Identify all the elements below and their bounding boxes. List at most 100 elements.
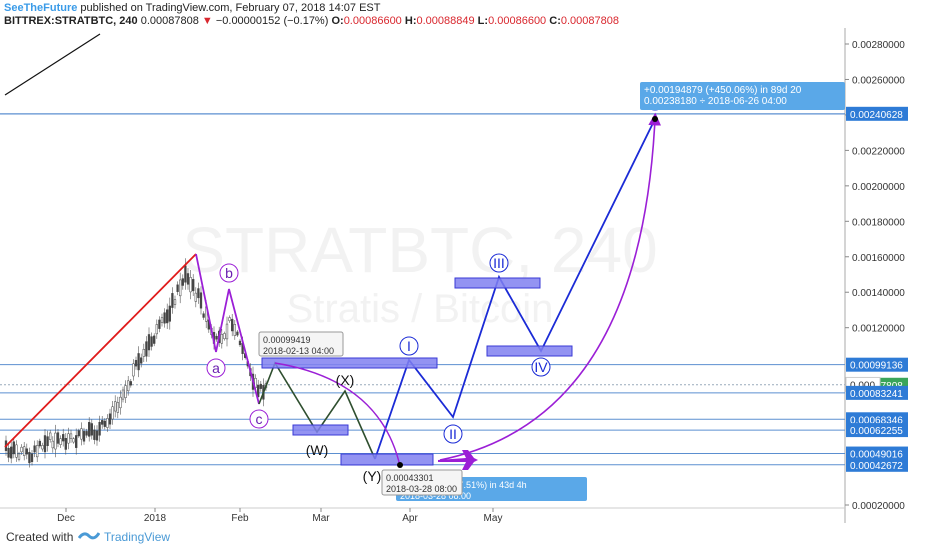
wave-label: IV: [534, 359, 548, 375]
candle-body: [238, 340, 242, 346]
candle-body: [158, 319, 161, 329]
candle-body: [116, 402, 119, 413]
top-price-note-bg: [258, 331, 344, 357]
candle-body: [194, 292, 197, 302]
price-label-bg: [846, 446, 908, 461]
publish-line: SeeTheFuture published on TradingView.co…: [4, 2, 380, 14]
price-change: −0.00000152 (−0.17%): [215, 15, 329, 27]
candle-body: [15, 444, 18, 458]
candle-body: [46, 436, 49, 447]
price-label: 0.00240628: [850, 110, 903, 121]
price-label: 0.00068346: [850, 415, 903, 426]
target-arc: [439, 112, 662, 461]
candle-body: [85, 431, 88, 436]
price-axis[interactable]: 0.002800000.002600000.002400000.00220000…: [845, 40, 908, 512]
projection-arc: [274, 362, 401, 467]
chart-grid: [0, 28, 932, 523]
candle-body: [25, 448, 28, 455]
candle-body: [41, 445, 44, 450]
up-measure-note-bg: [640, 82, 845, 110]
candle-body: [67, 433, 70, 444]
tradingview-brand[interactable]: TradingView: [104, 530, 171, 544]
symbol-line: BITTREX:STRATBTC, 240 0.00087808 ▼ −0.00…: [4, 15, 619, 27]
wave-label-circle: [443, 424, 463, 444]
low-price-note-bg: [381, 469, 463, 496]
wave-label: (X): [336, 372, 355, 388]
candle-body: [140, 357, 143, 364]
author-link[interactable]: SeeTheFuture: [4, 2, 78, 14]
y-tick-label: 0.00120000: [852, 324, 905, 335]
wave-label-circle: [206, 358, 226, 378]
wave-drawings: [4, 33, 662, 470]
price-chart[interactable]: STRATBTC, 240 Stratis / Bitcoin 0.002800…: [0, 28, 932, 523]
candle-body: [145, 341, 148, 357]
candle-body: [38, 440, 41, 447]
candlesticks: [4, 258, 268, 468]
candle-body: [106, 418, 109, 428]
tradingview-logo-icon: [78, 532, 100, 540]
high-label: H:: [404, 15, 417, 27]
candle-body: [160, 317, 164, 323]
candle-body: [59, 438, 62, 445]
x-tick-label: Dec: [57, 513, 75, 523]
wave-label: c: [256, 411, 263, 427]
x-tick-label: 2018: [144, 513, 167, 523]
candle-body: [129, 381, 132, 386]
candle-body: [171, 293, 174, 308]
x-tick-label: May: [484, 513, 503, 523]
last-price: 0.00087808: [140, 15, 199, 27]
candle-body: [20, 446, 23, 453]
candle-body: [111, 406, 114, 420]
price-label-bg: [846, 357, 908, 372]
candle-body: [98, 421, 101, 436]
wave-label-circle: [399, 336, 419, 356]
wave-labels: abc(W)(X)(Y)IIIIIIIVV0.000994192018-02-1…: [206, 82, 845, 501]
created-with-text: Created with: [6, 530, 74, 544]
close-value: 0.00087808: [560, 15, 619, 27]
candle-body: [134, 360, 138, 367]
down-measure-note: 2018-03-28 08:00: [400, 491, 471, 501]
y-tick-label: 0.00260000: [852, 75, 905, 86]
candle-body: [23, 446, 26, 456]
candle-body: [257, 384, 260, 397]
y-tick-label: 0.00160000: [852, 253, 905, 264]
open-label: O:: [331, 15, 344, 27]
candle-body: [103, 420, 106, 427]
price-label: 0.00062255: [850, 426, 903, 437]
candle-body: [150, 336, 153, 347]
candle-body: [199, 292, 203, 309]
candle-body: [163, 312, 166, 324]
candle-body: [49, 432, 52, 440]
abc-wave: [195, 253, 260, 405]
x-tick-label: Feb: [231, 513, 249, 523]
price-label-bg: [846, 385, 908, 400]
horizontal-levels: [0, 113, 845, 466]
candle-body: [189, 277, 192, 293]
candle-body: [184, 265, 187, 283]
low-point-dot: [397, 462, 403, 468]
price-label-bg: [846, 106, 908, 121]
wave-label: (W): [306, 442, 329, 458]
target-point-dot: [652, 116, 658, 122]
symbol-name: BITTREX:STRATBTC, 240: [4, 15, 138, 27]
time-axis[interactable]: Dec 2018 Feb Mar Apr May: [57, 508, 502, 523]
y-tick-label: 0.00200000: [852, 182, 905, 193]
candle-body: [62, 434, 65, 442]
trend-line: [4, 33, 101, 96]
open-value: 0.00086600: [343, 15, 402, 27]
candle-body: [223, 333, 226, 340]
candle-body: [166, 309, 169, 324]
candle-body: [30, 453, 34, 462]
low-price-note: 0.00043301: [386, 473, 434, 483]
candle-body: [114, 401, 117, 412]
candle-body: [181, 278, 184, 286]
candle-body: [82, 431, 86, 442]
wave-label: a: [212, 360, 220, 376]
top-price-note: 2018-02-13 04:00: [263, 346, 334, 356]
candle-body: [28, 451, 31, 464]
wave-label-circle: [489, 253, 509, 273]
watermark-symbol: STRATBTC, 240: [182, 214, 657, 286]
candle-body: [225, 323, 229, 340]
candle-body: [108, 413, 112, 425]
y-tick-label: 0.00140000: [852, 288, 905, 299]
